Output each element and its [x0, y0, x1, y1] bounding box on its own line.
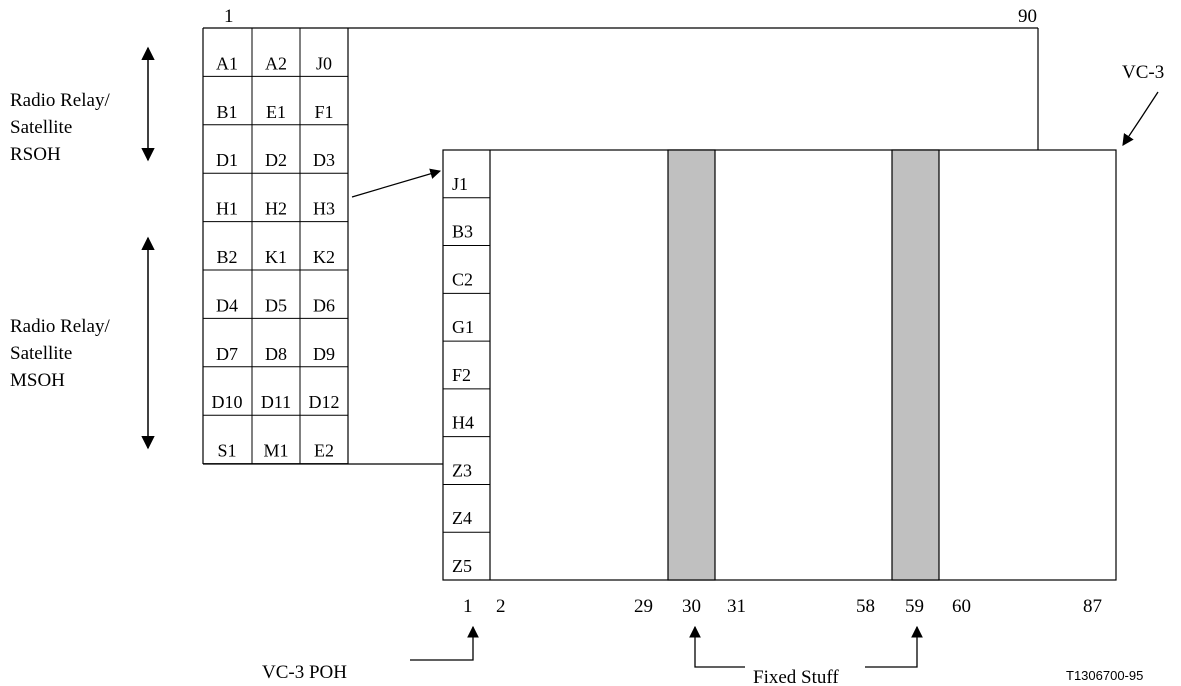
poh-byte-cell: G1 [452, 317, 474, 337]
soh-byte-cell: K2 [313, 247, 335, 267]
fixed-stuff-callout: Fixed Stuff [689, 625, 923, 686]
fixed-stuff-column-59 [891, 149, 940, 581]
poh-byte-cell: Z5 [452, 556, 472, 576]
soh-byte-cell: D4 [216, 295, 238, 315]
soh-byte-cell: D2 [265, 150, 287, 170]
soh-byte-cell: B2 [216, 247, 237, 267]
soh-byte-cell: D5 [265, 295, 287, 315]
col-label-1: 1 [463, 596, 473, 617]
msoh-label-line-1: Radio Relay/ [10, 316, 110, 337]
poh-byte-cell: H4 [452, 413, 474, 433]
vc3-poh-callout: VC-3 POH [262, 625, 479, 683]
fixed-stuff-arrow-30 [689, 625, 745, 668]
soh-byte-cell: D10 [212, 392, 243, 412]
soh-byte-cell: D12 [309, 392, 340, 412]
soh-byte-cell: E1 [266, 102, 286, 122]
col-label-2: 2 [496, 596, 506, 617]
soh-byte-cell: D3 [313, 150, 335, 170]
vc3-container: J1 B3 C2 G1 F2 H4 Z3 Z4 Z5 VC-3 [442, 62, 1164, 581]
rsoh-label-line-2: Satellite [10, 117, 72, 138]
vc3-column-labels: 1 2 29 30 31 58 59 60 87 [463, 596, 1102, 617]
soh-byte-cell: D9 [313, 344, 335, 364]
col-label-60: 60 [952, 596, 971, 617]
soh-byte-cell: A2 [265, 53, 287, 73]
soh-byte-cell: D1 [216, 150, 238, 170]
fixed-stuff-column-30 [667, 149, 716, 581]
msoh-label-line-2: Satellite [10, 343, 72, 364]
soh-byte-cell: F1 [314, 102, 333, 122]
soh-byte-cell: M1 [263, 441, 288, 461]
sts-frame: 1 90 [202, 6, 1039, 465]
poh-column: J1 B3 C2 G1 F2 H4 Z3 Z4 Z5 [443, 174, 490, 576]
fixed-stuff-label: Fixed Stuff [753, 667, 839, 686]
poh-pointer-arrow [410, 625, 479, 661]
rsoh-label-line-1: Radio Relay/ [10, 90, 110, 111]
soh-grid: A1 A2 J0 B1 E1 F1 D1 D2 D3 H1 H2 H3 B2 K1 K2 D4 D5 D6 D7 D8… [203, 53, 348, 465]
msoh-indicator: Radio Relay/ Satellite MSOH [10, 236, 155, 450]
soh-byte-cell: K1 [265, 247, 287, 267]
soh-byte-cell: D6 [313, 295, 335, 315]
soh-byte-cell: H1 [216, 199, 238, 219]
sts-col-end: 90 [1018, 6, 1037, 27]
rsoh-label-line-3: RSOH [10, 144, 61, 165]
poh-byte-cell: B3 [452, 222, 473, 242]
soh-byte-cell: D7 [216, 344, 238, 364]
poh-byte-cell: F2 [452, 365, 471, 385]
msoh-label-line-3: MSOH [10, 370, 65, 391]
col-label-87: 87 [1083, 596, 1102, 617]
rsoh-indicator: Radio Relay/ Satellite RSOH [10, 46, 155, 165]
vc3-pointer-arrow [1122, 91, 1159, 146]
col-label-29: 29 [634, 596, 653, 617]
poh-byte-cell: Z3 [452, 460, 472, 480]
soh-byte-cell: B1 [216, 102, 237, 122]
soh-byte-cell: J0 [316, 53, 332, 73]
soh-byte-cell: D8 [265, 344, 287, 364]
col-label-30: 30 [682, 596, 701, 617]
poh-byte-cell: J1 [452, 174, 468, 194]
poh-label: VC-3 POH [262, 662, 347, 683]
fixed-stuff-arrow-59 [865, 625, 923, 668]
col-label-58: 58 [856, 596, 875, 617]
h3-to-j1-pointer [351, 168, 442, 198]
poh-byte-cell: Z4 [452, 508, 472, 528]
soh-byte-cell: E2 [314, 441, 334, 461]
soh-byte-cell: S1 [217, 441, 236, 461]
col-label-31: 31 [727, 596, 746, 617]
soh-byte-cell: A1 [216, 53, 238, 73]
col-label-59: 59 [905, 596, 924, 617]
poh-byte-cell: C2 [452, 269, 473, 289]
soh-byte-cell: H3 [313, 199, 335, 219]
vc3-label: VC-3 [1122, 62, 1164, 83]
sts-col-start: 1 [224, 6, 234, 27]
soh-byte-cell: D11 [261, 392, 291, 412]
soh-byte-cell: H2 [265, 199, 287, 219]
figure-reference: T1306700-95 [1066, 668, 1143, 683]
